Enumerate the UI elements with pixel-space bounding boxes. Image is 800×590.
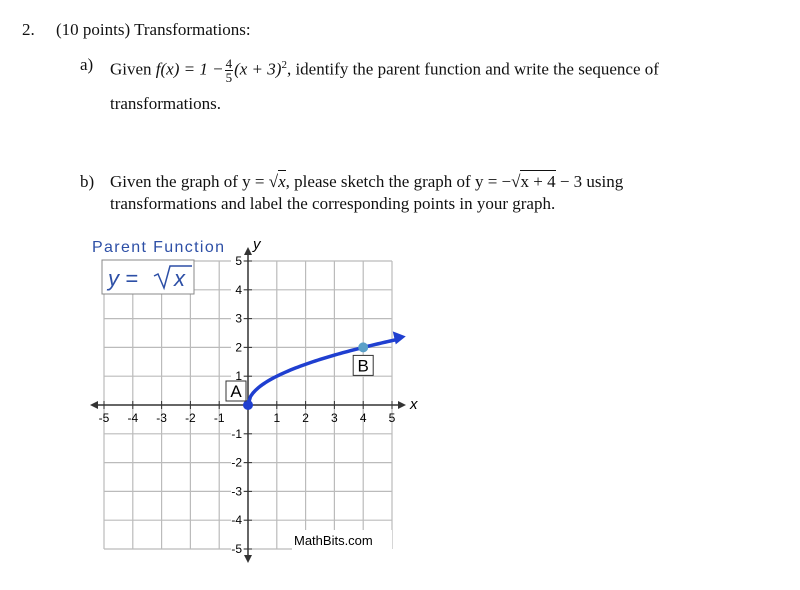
axis-arrow [90,401,98,409]
y-tick-label: -4 [231,513,242,527]
x-tick-label: 1 [273,411,280,425]
exponent: 2 [281,59,287,71]
label-bg [231,311,243,326]
part-label: b) [80,172,95,191]
label-bg [231,426,243,441]
part-label: a) [80,55,94,74]
curve-arrow [392,331,406,345]
label-bg [231,282,243,297]
label-box [352,354,374,376]
label-bg [231,484,243,499]
label-bg [231,369,243,384]
y-tick-label: 1 [235,369,242,383]
part-b-text: Given the graph of y = √x, please sketch… [110,170,624,191]
radical-sign [153,265,192,291]
point [358,342,369,353]
graph-title: Parent Function [92,239,224,256]
text-line: transformations. [110,94,221,113]
x-tick-label: 5 [389,411,396,425]
text: , please sketch the graph of y = − [285,172,512,191]
x-tick-label: 2 [302,411,309,425]
y-tick-label: 4 [235,283,242,297]
x-tick-label: -4 [127,411,138,425]
y-tick-label: 5 [235,254,242,268]
denominator: 5 [225,70,233,86]
text-line: transformations and label the correspond… [110,194,556,213]
formula: f(x) = 1 − [155,59,224,79]
point [243,400,253,410]
formula: (x + 3) [234,59,282,79]
label-bg [231,340,243,355]
x-tick-label: 3 [331,411,338,425]
x-tick-label: -5 [99,411,110,425]
label-bg [231,542,243,556]
x-tick-label: -1 [214,411,225,425]
graph: -5 -4 -3 -2 -1 1 2 3 4 5-5-4-3-2-112345xyABParent… [90,234,418,563]
credit: MathBits.com [294,533,373,548]
label-bg [231,254,243,268]
question-heading: (10 points) Transformations: [56,20,251,39]
y-tick-label: -5 [231,542,242,556]
x-tick-label: -2 [185,411,196,425]
title-bg [90,234,226,256]
credit-bg [292,530,392,550]
radicand: x + 4 [520,170,556,191]
function-curve [246,337,399,406]
part-a-text: Given f(x) = 1 −4 5 (x + 3)2, identify the… [110,50,659,85]
label-bg [231,513,243,528]
x-axis-label: x [409,396,418,413]
y-tick-label: -2 [231,456,242,470]
radicand: x [278,170,286,191]
text: , identify the parent function and write… [286,59,659,79]
y-axis-label: y [252,236,262,253]
y-tick-label: -1 [231,427,242,441]
numerator: 4 [224,56,234,72]
y-tick-label: 3 [235,312,242,326]
y-tick-label: 2 [235,340,242,354]
text: Given [110,59,152,79]
label-box [225,380,247,402]
equation-radicand: x [173,266,186,291]
axis-arrow [244,247,252,255]
text: − 3 using [555,172,624,191]
point-label: A [230,382,242,401]
axis-arrow [398,401,406,409]
y-tick-label: -3 [231,484,242,498]
text: Given the graph of y = [110,172,269,191]
question-number: 2. [22,20,35,39]
point-label: B [358,356,369,375]
label-bg [231,455,243,470]
equation: y = [106,266,138,291]
x-tick-label: -3 [156,411,167,425]
axis-arrow [244,555,252,563]
x-tick-label: 4 [360,411,367,425]
